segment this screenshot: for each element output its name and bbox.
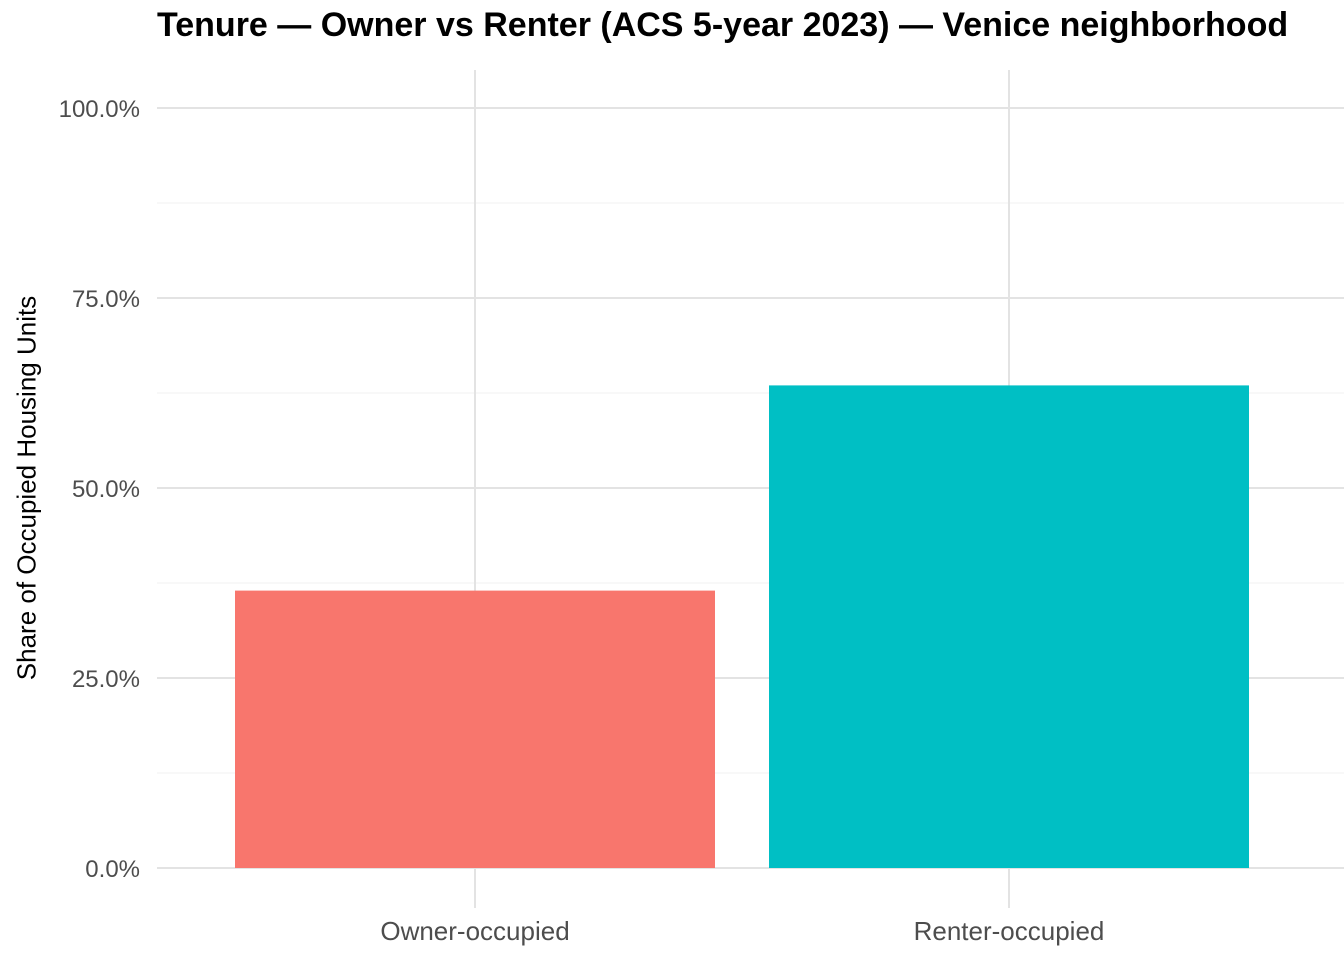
y-tick-label: 50.0% [72,476,140,503]
x-tick-label: Renter-occupied [914,916,1105,946]
y-tick-label: 75.0% [72,286,140,313]
chart-title: Tenure — Owner vs Renter (ACS 5-year 202… [157,6,1289,44]
bar-owner-occupied [235,590,715,868]
y-tick-label: 100.0% [59,96,140,123]
x-tick-label: Owner-occupied [380,916,569,946]
bar-renter-occupied [769,385,1249,868]
y-tick-label: 25.0% [72,666,140,693]
y-tick-label: 0.0% [85,856,140,883]
